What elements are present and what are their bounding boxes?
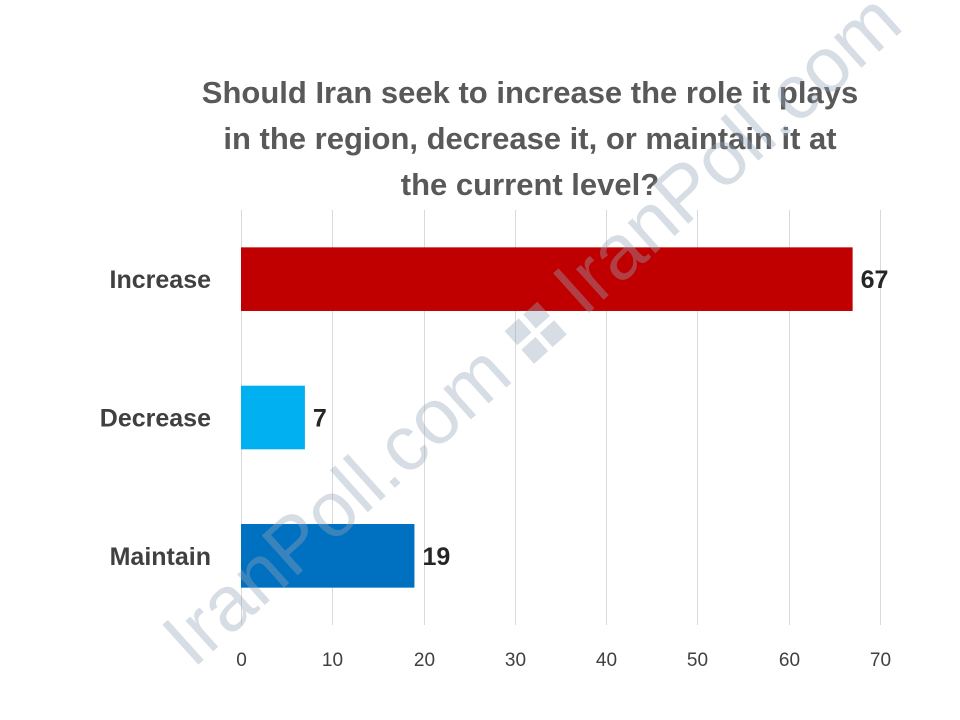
bar-increase	[241, 247, 853, 311]
x-tick-label-10: 10	[322, 650, 343, 671]
x-tick-label-70: 70	[870, 650, 891, 671]
category-label-decrease: Decrease	[100, 405, 211, 433]
x-tick-label-50: 50	[687, 650, 708, 671]
chart-title: Should Iran seek to increase the role it…	[170, 70, 890, 208]
bar-decrease	[241, 385, 305, 450]
x-tick-label-20: 20	[414, 650, 435, 671]
x-tick-label-30: 30	[505, 650, 526, 671]
chart-title-line-2: in the region, decrease it, or maintain …	[223, 121, 837, 156]
chart-title-line-3: the current level?	[400, 167, 660, 202]
category-label-maintain: Maintain	[110, 543, 211, 571]
chart-title-line-1: Should Iran seek to increase the role it…	[201, 75, 859, 110]
bar-maintain	[241, 524, 415, 588]
data-label-maintain: 19	[422, 543, 450, 571]
x-tick-label-60: 60	[779, 650, 800, 671]
data-label-increase: 67	[861, 266, 889, 294]
category-label-increase: Increase	[110, 266, 212, 294]
x-tick-label-0: 0	[236, 650, 247, 671]
data-label-decrease: 7	[313, 405, 327, 433]
x-tick-label-40: 40	[596, 650, 617, 671]
